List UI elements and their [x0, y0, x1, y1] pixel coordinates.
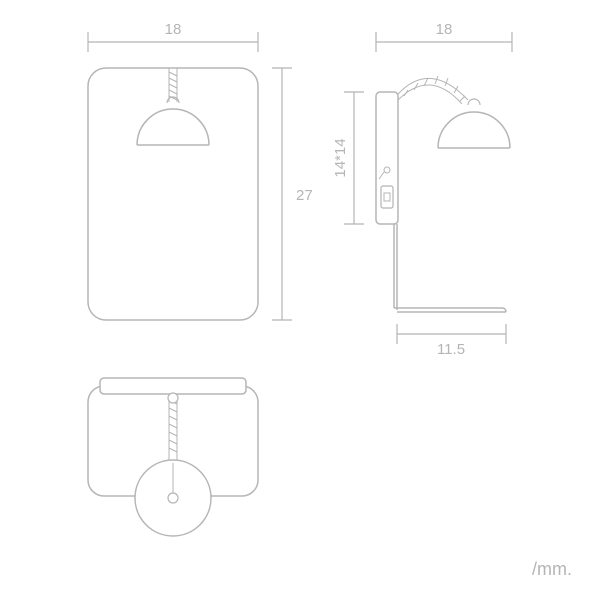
front-right-dim	[272, 68, 292, 320]
side-top-dim-label: 18	[436, 21, 453, 38]
front-top-dim-label: 18	[165, 21, 182, 38]
front-ball	[137, 68, 209, 145]
side-view: 18 14*14 11.5	[332, 21, 512, 358]
front-right-dim-label: 27	[296, 187, 313, 204]
side-ball	[438, 99, 510, 148]
side-bottom-dim-label: 11.5	[437, 341, 465, 358]
unit-label: /mm.	[532, 559, 572, 580]
top-view	[88, 378, 258, 536]
front-view: 18 27	[88, 21, 313, 320]
diagram-root: 18 27	[88, 21, 512, 536]
side-left-dim-label: 14*14	[332, 138, 349, 177]
